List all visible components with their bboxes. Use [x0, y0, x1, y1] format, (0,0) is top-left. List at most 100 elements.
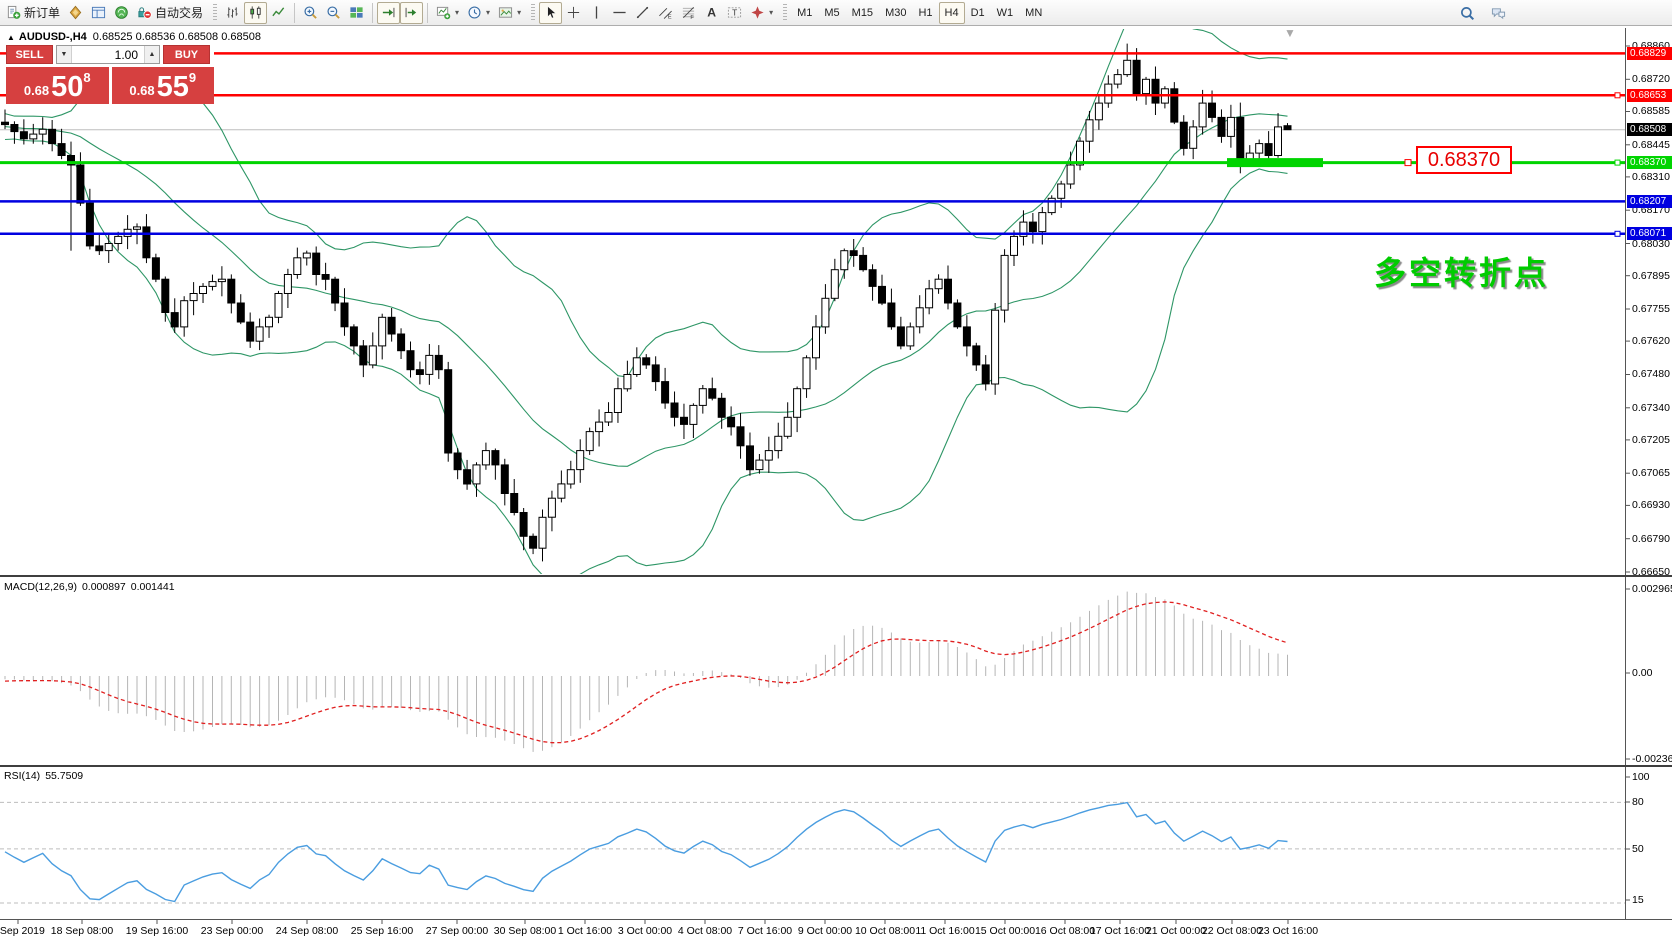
channel-icon: E: [658, 5, 673, 20]
tf-h1-label: H1: [918, 6, 933, 19]
price-tick-label: 0.68720: [1632, 73, 1670, 86]
rsi-panel-separator[interactable]: [0, 765, 1672, 767]
sell-button[interactable]: SELL: [6, 45, 53, 64]
volume-decrease-button[interactable]: ▼: [57, 46, 72, 63]
tf-m1-button[interactable]: M1: [791, 2, 818, 24]
market-watch-button[interactable]: [64, 2, 87, 24]
time-label: 11 Oct 16:00: [915, 925, 975, 937]
crosshair-button[interactable]: [562, 2, 585, 24]
volume-increase-button[interactable]: ▲: [144, 46, 159, 63]
auto-scroll-button[interactable]: [377, 1, 401, 24]
tf-h1-button[interactable]: H1: [912, 2, 938, 24]
tf-m15-button[interactable]: M15: [846, 2, 879, 24]
time-label: 3 Oct 00:00: [617, 925, 673, 937]
price-tick-label: 0.66650: [1632, 566, 1670, 578]
buy-price-big: 55: [156, 71, 189, 103]
arrows-icon: [750, 5, 765, 20]
symbol-ohlc: 0.68525 0.68536 0.68508 0.68508: [92, 31, 261, 43]
community-button[interactable]: [1487, 2, 1510, 24]
price-tick-label: 0.67620: [1632, 335, 1670, 348]
toolbar-grip[interactable]: [531, 3, 536, 22]
volume-input[interactable]: 1.00: [114, 48, 138, 62]
toolbar-grip[interactable]: [783, 3, 788, 22]
equidistant-channel-button[interactable]: E: [654, 2, 677, 24]
tf-w1-button[interactable]: W1: [991, 2, 1020, 24]
tile-windows-icon: [349, 5, 364, 20]
toolbar-grip[interactable]: [213, 3, 218, 22]
toolbar-separator: [372, 2, 374, 23]
time-label: 22 Oct 08:00: [1201, 925, 1263, 937]
price-axis[interactable]: 0.688600.687200.685850.684450.683100.681…: [1626, 28, 1672, 920]
price-level-badge: 0.68653: [1627, 88, 1672, 102]
time-axis[interactable]: 7 Sep 2019 18 Sep 08:00 19 Sep 16:00 23 Sep…: [0, 920, 1672, 949]
candle-chart-button[interactable]: [244, 1, 268, 24]
dropdown-arrow-icon[interactable]: ▾: [455, 8, 460, 17]
chart-shift-button[interactable]: [400, 1, 424, 24]
chart-shift-marker[interactable]: ▼: [1284, 26, 1296, 40]
candle-chart-icon: [248, 5, 263, 20]
zoom-in-button[interactable]: [299, 2, 322, 24]
price-tick-label: 0.66930: [1632, 499, 1670, 512]
navigator-button[interactable]: [110, 2, 133, 24]
data-window-button[interactable]: [87, 2, 110, 24]
trendline-button[interactable]: [631, 2, 654, 24]
tf-d1-button[interactable]: D1: [965, 2, 991, 24]
price-callout[interactable]: 0.68370: [1416, 146, 1512, 174]
zoom-out-icon: [326, 5, 341, 20]
dropdown-arrow-icon[interactable]: ▾: [486, 8, 491, 17]
tf-w1-label: W1: [996, 6, 1014, 19]
rsi-value: 55.7509: [45, 770, 84, 782]
toolbar-separator: [427, 2, 429, 23]
dropdown-arrow-icon[interactable]: ▾: [517, 8, 522, 17]
tf-h4-button[interactable]: H4: [938, 1, 965, 24]
annotation-text[interactable]: 多空转折点: [1374, 255, 1550, 291]
dropdown-arrow-icon[interactable]: ▾: [769, 8, 774, 17]
current-price-badge: 0.68508: [1627, 123, 1672, 137]
sell-price-sup: 8: [83, 70, 91, 85]
time-label: 21 Oct 00:00: [1145, 925, 1207, 937]
cursor-icon: [543, 5, 558, 20]
tile-windows-button[interactable]: [345, 2, 368, 24]
cursor-button[interactable]: [539, 1, 563, 24]
price-level-badge: 0.68071: [1627, 227, 1672, 241]
auto-trading-button[interactable]: 自动交易: [133, 2, 207, 24]
templates-button[interactable]: ▾: [494, 2, 525, 24]
fibonacci-button[interactable]: F: [677, 2, 700, 24]
tf-mn-button[interactable]: MN: [1019, 2, 1048, 24]
macd-panel-separator[interactable]: [0, 575, 1672, 577]
arrows-button[interactable]: ▾: [746, 2, 777, 24]
search-button[interactable]: [1456, 2, 1479, 24]
bar-chart-button[interactable]: [221, 2, 244, 24]
toolbar: 新订单 自动交易 ▾ ▾ ▾ E F A T ▾ M1 M5 M15 M30 H1 H4 D1 W1 MN: [0, 0, 1672, 26]
time-label: 10 Oct 08:00: [854, 925, 916, 937]
price-level-badge: 0.68829: [1627, 46, 1672, 60]
tf-m30-button[interactable]: M30: [879, 2, 912, 24]
zoom-out-button[interactable]: [322, 2, 345, 24]
new-order-button[interactable]: 新订单: [2, 2, 64, 24]
auto-scroll-icon: [381, 5, 396, 20]
horizontal-line-icon: [612, 5, 627, 20]
sell-price-big: 50: [51, 71, 84, 103]
vertical-line-button[interactable]: [585, 2, 608, 24]
community-icon: [1491, 6, 1506, 21]
time-label: 27 Sep 00:00: [425, 925, 489, 937]
price-tick-label: 0.67755: [1632, 303, 1670, 315]
svg-text:F: F: [690, 15, 694, 20]
text-label-button[interactable]: T: [723, 2, 746, 24]
chart-shift-icon: [404, 5, 419, 20]
tf-mn-label: MN: [1025, 6, 1043, 19]
search-icon: [1460, 6, 1475, 21]
new-chart-button[interactable]: ▾: [432, 2, 463, 24]
buy-button[interactable]: BUY: [163, 45, 210, 64]
collapse-icon[interactable]: ▲: [7, 33, 15, 42]
profiles-button[interactable]: ▾: [463, 2, 494, 24]
text-button[interactable]: A: [700, 2, 723, 24]
sell-price[interactable]: 0.68 50 8: [6, 67, 112, 104]
tf-m5-button[interactable]: M5: [818, 2, 845, 24]
time-label: 25 Sep 16:00: [350, 925, 414, 937]
level-lines[interactable]: [0, 52, 1625, 237]
horizontal-line-button[interactable]: [608, 2, 631, 24]
line-chart-button[interactable]: [267, 2, 290, 24]
buy-price[interactable]: 0.68 55 9: [111, 67, 214, 104]
